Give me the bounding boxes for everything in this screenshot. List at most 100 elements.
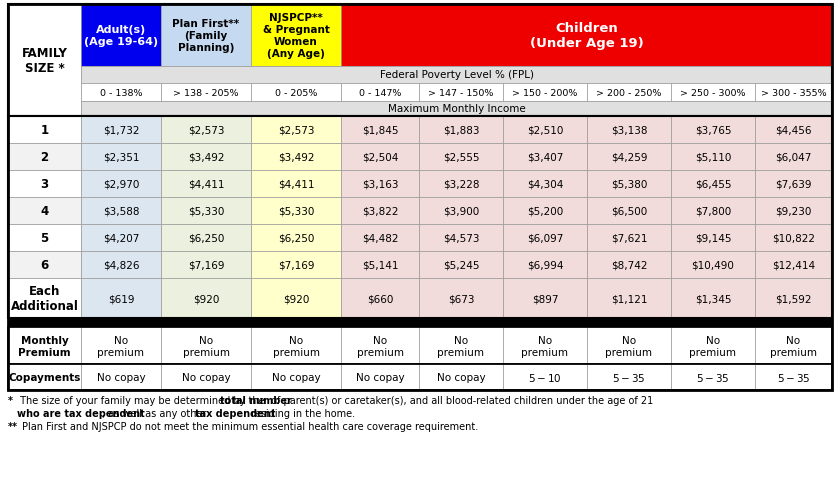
Bar xyxy=(419,327,503,364)
Bar xyxy=(755,364,832,390)
Text: $4,259: $4,259 xyxy=(611,152,648,162)
Text: No copay: No copay xyxy=(181,372,230,382)
Text: $4,482: $4,482 xyxy=(362,233,398,243)
Text: $3,163: $3,163 xyxy=(362,179,398,189)
Text: $7,639: $7,639 xyxy=(775,179,811,189)
Text: $5,380: $5,380 xyxy=(611,179,647,189)
Text: No
premium: No premium xyxy=(690,335,737,357)
Text: $3,492: $3,492 xyxy=(188,152,224,162)
Text: $3,492: $3,492 xyxy=(278,152,314,162)
Bar xyxy=(251,327,341,364)
Text: $9,145: $9,145 xyxy=(695,233,732,243)
Text: $1,883: $1,883 xyxy=(443,125,480,135)
Text: $5 - $35: $5 - $35 xyxy=(777,371,811,383)
Text: $5,141: $5,141 xyxy=(362,260,398,270)
Bar xyxy=(161,117,251,144)
Bar xyxy=(755,225,832,252)
Bar xyxy=(419,364,503,390)
Bar xyxy=(251,84,341,102)
Text: No
premium: No premium xyxy=(97,335,144,357)
Text: Federal Poverty Level % (FPL): Federal Poverty Level % (FPL) xyxy=(380,71,533,80)
Text: $10,822: $10,822 xyxy=(772,233,815,243)
Bar xyxy=(587,278,671,318)
Text: $3,765: $3,765 xyxy=(695,125,732,135)
Bar xyxy=(341,278,419,318)
Bar xyxy=(8,5,81,117)
Text: Adult(s)
(Age 19-64): Adult(s) (Age 19-64) xyxy=(84,25,158,47)
Text: $3,822: $3,822 xyxy=(362,206,398,216)
Bar xyxy=(8,171,81,198)
Text: $2,351: $2,351 xyxy=(102,152,139,162)
Bar xyxy=(341,252,419,278)
Bar xyxy=(8,5,832,390)
Text: $6,250: $6,250 xyxy=(188,233,224,243)
Text: $3,138: $3,138 xyxy=(611,125,648,135)
Text: $4,411: $4,411 xyxy=(188,179,224,189)
Text: $3,407: $3,407 xyxy=(527,152,563,162)
Text: $897: $897 xyxy=(532,293,559,303)
Bar xyxy=(755,84,832,102)
Bar xyxy=(81,84,161,102)
Bar xyxy=(161,171,251,198)
Text: $5,330: $5,330 xyxy=(188,206,224,216)
Bar xyxy=(503,327,587,364)
Bar xyxy=(341,5,832,67)
Bar xyxy=(251,278,341,318)
Text: $2,573: $2,573 xyxy=(278,125,314,135)
Bar xyxy=(341,84,419,102)
Bar xyxy=(503,225,587,252)
Text: $4,411: $4,411 xyxy=(278,179,314,189)
Bar xyxy=(81,198,161,225)
Bar xyxy=(503,278,587,318)
Text: No
premium: No premium xyxy=(770,335,817,357)
Bar xyxy=(587,327,671,364)
Bar xyxy=(755,117,832,144)
Text: No copay: No copay xyxy=(271,372,320,382)
Bar xyxy=(161,5,251,67)
Bar xyxy=(503,364,587,390)
Text: , as well as any other: , as well as any other xyxy=(102,408,210,418)
Bar xyxy=(341,225,419,252)
Text: $1,845: $1,845 xyxy=(362,125,398,135)
Text: NJSPCP**
& Pregnant
Women
(Any Age): NJSPCP** & Pregnant Women (Any Age) xyxy=(263,13,329,59)
Text: $1,592: $1,592 xyxy=(775,293,811,303)
Text: No copay: No copay xyxy=(97,372,145,382)
Bar xyxy=(419,84,503,102)
Bar xyxy=(755,327,832,364)
Bar xyxy=(251,225,341,252)
Bar xyxy=(755,171,832,198)
Text: tax dependent: tax dependent xyxy=(195,408,276,418)
Bar xyxy=(251,252,341,278)
Text: Copayments: Copayments xyxy=(8,372,81,382)
Bar xyxy=(251,5,341,67)
Bar xyxy=(503,144,587,171)
Bar xyxy=(8,225,81,252)
Text: > 147 - 150%: > 147 - 150% xyxy=(428,88,494,97)
Text: > 250 - 300%: > 250 - 300% xyxy=(680,88,746,97)
Text: > 200 - 250%: > 200 - 250% xyxy=(596,88,662,97)
Bar xyxy=(587,171,671,198)
Text: 2: 2 xyxy=(40,151,49,164)
Bar xyxy=(341,117,419,144)
Text: $8,742: $8,742 xyxy=(611,260,648,270)
Text: *: * xyxy=(8,395,13,405)
Bar xyxy=(81,117,161,144)
Bar xyxy=(8,117,81,144)
Bar xyxy=(81,327,161,364)
Bar xyxy=(419,198,503,225)
Bar xyxy=(81,5,161,67)
Text: $1,345: $1,345 xyxy=(695,293,732,303)
Text: $5,245: $5,245 xyxy=(443,260,480,270)
Bar xyxy=(341,144,419,171)
Bar xyxy=(8,327,81,364)
Bar xyxy=(671,278,755,318)
Text: residing in the home.: residing in the home. xyxy=(248,408,355,418)
Text: $6,097: $6,097 xyxy=(527,233,563,243)
Bar xyxy=(81,252,161,278)
Bar xyxy=(161,198,251,225)
Bar xyxy=(587,252,671,278)
Bar xyxy=(503,171,587,198)
Bar xyxy=(8,318,832,327)
Text: $9,230: $9,230 xyxy=(775,206,811,216)
Text: $12,414: $12,414 xyxy=(772,260,815,270)
